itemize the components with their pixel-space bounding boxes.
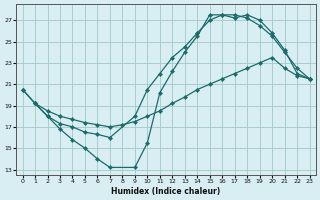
X-axis label: Humidex (Indice chaleur): Humidex (Indice chaleur) [111, 187, 221, 196]
